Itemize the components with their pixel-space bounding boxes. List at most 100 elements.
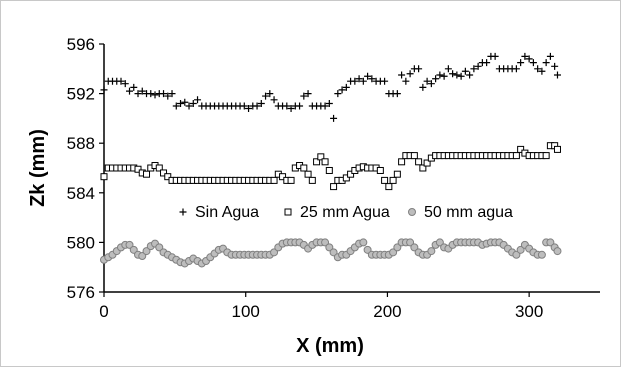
data-point <box>138 87 146 95</box>
data-point <box>525 55 533 63</box>
legend-item: 25 mm Agua <box>284 204 390 221</box>
data-point <box>364 72 372 80</box>
data-point <box>363 245 372 254</box>
data-point <box>542 152 550 160</box>
x-tick-label: 0 <box>99 302 108 321</box>
data-point <box>194 96 202 104</box>
series-1 <box>100 52 561 122</box>
data-point <box>325 100 333 108</box>
data-point <box>534 65 542 73</box>
data-point <box>147 90 155 98</box>
data-point <box>100 173 108 181</box>
data-point <box>130 83 138 91</box>
data-point <box>164 92 172 100</box>
data-point <box>553 247 562 256</box>
legend-label: Sin Agua <box>195 204 259 221</box>
series-3 <box>100 238 562 268</box>
data-point <box>262 92 270 100</box>
data-point <box>398 71 406 79</box>
data-point <box>177 100 185 108</box>
data-point <box>351 77 359 85</box>
x-tick-label: 100 <box>232 302 260 321</box>
x-tick-label: 300 <box>515 302 543 321</box>
data-point <box>389 248 398 257</box>
data-point <box>453 71 461 79</box>
x-tick-label: 200 <box>373 302 401 321</box>
data-point <box>347 170 355 178</box>
data-point <box>410 152 418 160</box>
legend: Sin Agua 25 mm Agua 50 mm agua <box>179 204 513 221</box>
data-point <box>546 238 555 247</box>
data-point <box>491 52 499 60</box>
data-point <box>164 173 172 181</box>
legend-marker <box>284 208 292 216</box>
data-point <box>270 96 278 104</box>
data-point <box>142 247 151 256</box>
data-point <box>483 59 491 67</box>
y-tick-label: 576 <box>67 283 95 302</box>
data-point <box>393 90 401 98</box>
data-point <box>381 176 389 184</box>
data-point <box>355 75 363 83</box>
series-2 <box>100 142 561 191</box>
y-tick-label: 596 <box>67 35 95 54</box>
data-point <box>427 80 435 88</box>
data-point <box>325 166 333 174</box>
data-point <box>342 83 350 91</box>
data-point <box>329 248 338 257</box>
data-point <box>121 80 129 88</box>
data-point <box>270 176 278 184</box>
data-point <box>406 70 414 78</box>
legend-label: 50 mm agua <box>424 204 513 221</box>
data-point <box>529 59 537 67</box>
data-point <box>129 245 138 254</box>
data-point <box>393 170 401 178</box>
data-point <box>517 59 525 67</box>
data-point <box>160 90 168 98</box>
y-tick-label: 584 <box>67 184 95 203</box>
data-point <box>423 159 431 167</box>
data-point <box>402 77 410 85</box>
data-point <box>393 243 402 252</box>
data-point <box>185 102 193 110</box>
data-point <box>385 183 393 191</box>
data-point <box>304 170 312 178</box>
data-point <box>410 243 419 252</box>
data-point <box>415 158 423 166</box>
data-point <box>325 243 334 252</box>
data-point <box>117 77 125 85</box>
data-point <box>359 77 367 85</box>
data-point <box>512 250 521 259</box>
data-point <box>300 92 308 100</box>
data-point <box>279 173 287 181</box>
data-point <box>435 238 444 247</box>
data-point <box>321 102 329 110</box>
data-point <box>553 145 561 153</box>
data-point <box>330 183 338 191</box>
data-point <box>321 238 330 247</box>
data-point <box>189 100 197 108</box>
data-point <box>537 250 546 259</box>
data-point <box>151 91 159 99</box>
data-point <box>283 102 291 110</box>
data-point <box>317 153 325 161</box>
data-point <box>461 67 469 75</box>
data-point <box>359 238 368 247</box>
data-point <box>419 164 427 172</box>
ticks: 576 580 584 588 592 596 0 100 200 300 <box>67 35 544 321</box>
data-point <box>160 169 168 177</box>
data-point <box>126 87 134 95</box>
data-point <box>270 248 279 257</box>
data-point <box>427 247 436 256</box>
data-point <box>368 75 376 83</box>
data-point <box>172 102 180 110</box>
data-point <box>100 86 108 94</box>
data-point <box>266 90 274 98</box>
data-point <box>440 72 448 80</box>
data-point <box>553 71 561 79</box>
data-point <box>466 71 474 79</box>
data-point <box>444 65 452 73</box>
data-point <box>406 238 415 247</box>
data-point <box>313 158 321 166</box>
data-point <box>155 164 163 172</box>
